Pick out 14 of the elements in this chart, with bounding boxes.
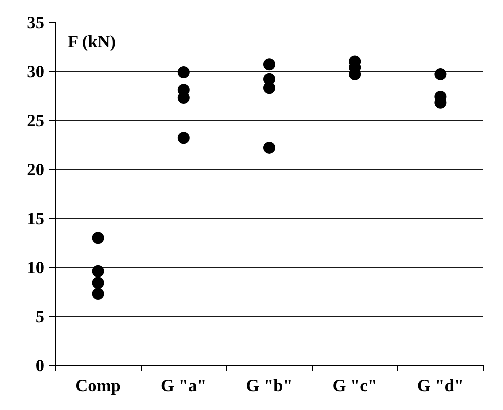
y-tick-label: 5 xyxy=(36,308,45,326)
x-tick-label: G "b" xyxy=(246,376,293,396)
y-tick-label: 20 xyxy=(27,160,44,180)
y-tick-label: 0 xyxy=(36,356,45,376)
y-axis-title: F (kN) xyxy=(68,32,116,52)
y-tick-label: 30 xyxy=(27,62,44,82)
x-tick-label: Comp xyxy=(76,376,121,396)
x-tick-label: G "d" xyxy=(417,376,464,396)
x-tick-label: G "a" xyxy=(161,376,207,396)
y-tick-label: 15 xyxy=(27,210,45,228)
y-tick-label: 35 xyxy=(27,14,45,32)
y-tick-label: 10 xyxy=(27,258,44,278)
x-tick-label: G "c" xyxy=(332,376,378,396)
y-tick-label: 25 xyxy=(27,112,45,130)
